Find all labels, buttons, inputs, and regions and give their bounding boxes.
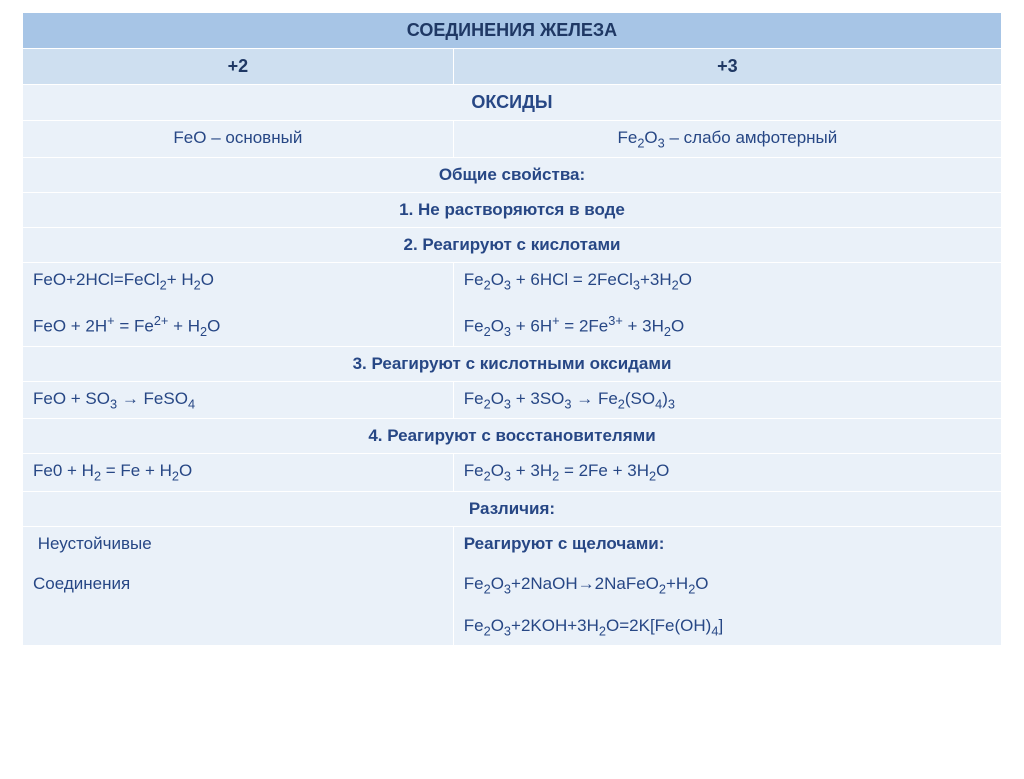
col-header-right: +3 [453, 49, 1001, 85]
row2-right: Fe2O3 + 6HCl = 2FeCl3+3H2O Fe2O3 + 6H+ =… [453, 263, 1001, 346]
section-oxides: ОКСИДЫ [23, 85, 1002, 121]
col-header-left: +2 [23, 49, 454, 85]
row3-right: Fe2O3 + 3SO3 → Fe2(SO4)3 [453, 381, 1001, 418]
row2-left: FeO+2HCl=FeCl2+ H2O FeO + 2H+ = Fe2+ + H… [23, 263, 454, 346]
row3-left: FeO + SO3 → FeSO4 [23, 381, 454, 418]
diff-right: Реагируют с щелочами: Fe2O3+2NaOH→2NaFeO… [453, 526, 1001, 646]
table-title: СОЕДИНЕНИЯ ЖЕЛЕЗА [23, 13, 1002, 49]
prop2: 2. Реагируют с кислотами [23, 228, 1002, 263]
oxide-right: Fe2O3 – слабо амфотерный [453, 121, 1001, 158]
row4-left: Fe0 + H2 = Fe + H2O [23, 454, 454, 491]
iron-compounds-table: СОЕДИНЕНИЯ ЖЕЛЕЗА +2 +3 ОКСИДЫ FeO – осн… [22, 12, 1002, 646]
diff-left: НеустойчивыеСоединения [23, 526, 454, 646]
prop3: 3. Реагируют с кислотными оксидами [23, 346, 1002, 381]
prop1: 1. Не растворяются в воде [23, 193, 1002, 228]
common-props-title: Общие свойства: [23, 158, 1002, 193]
diff-title: Различия: [23, 491, 1002, 526]
oxide-left: FeO – основный [23, 121, 454, 158]
row4-right: Fe2O3 + 3H2 = 2Fe + 3H2O [453, 454, 1001, 491]
prop4: 4. Реагируют с восстановителями [23, 419, 1002, 454]
